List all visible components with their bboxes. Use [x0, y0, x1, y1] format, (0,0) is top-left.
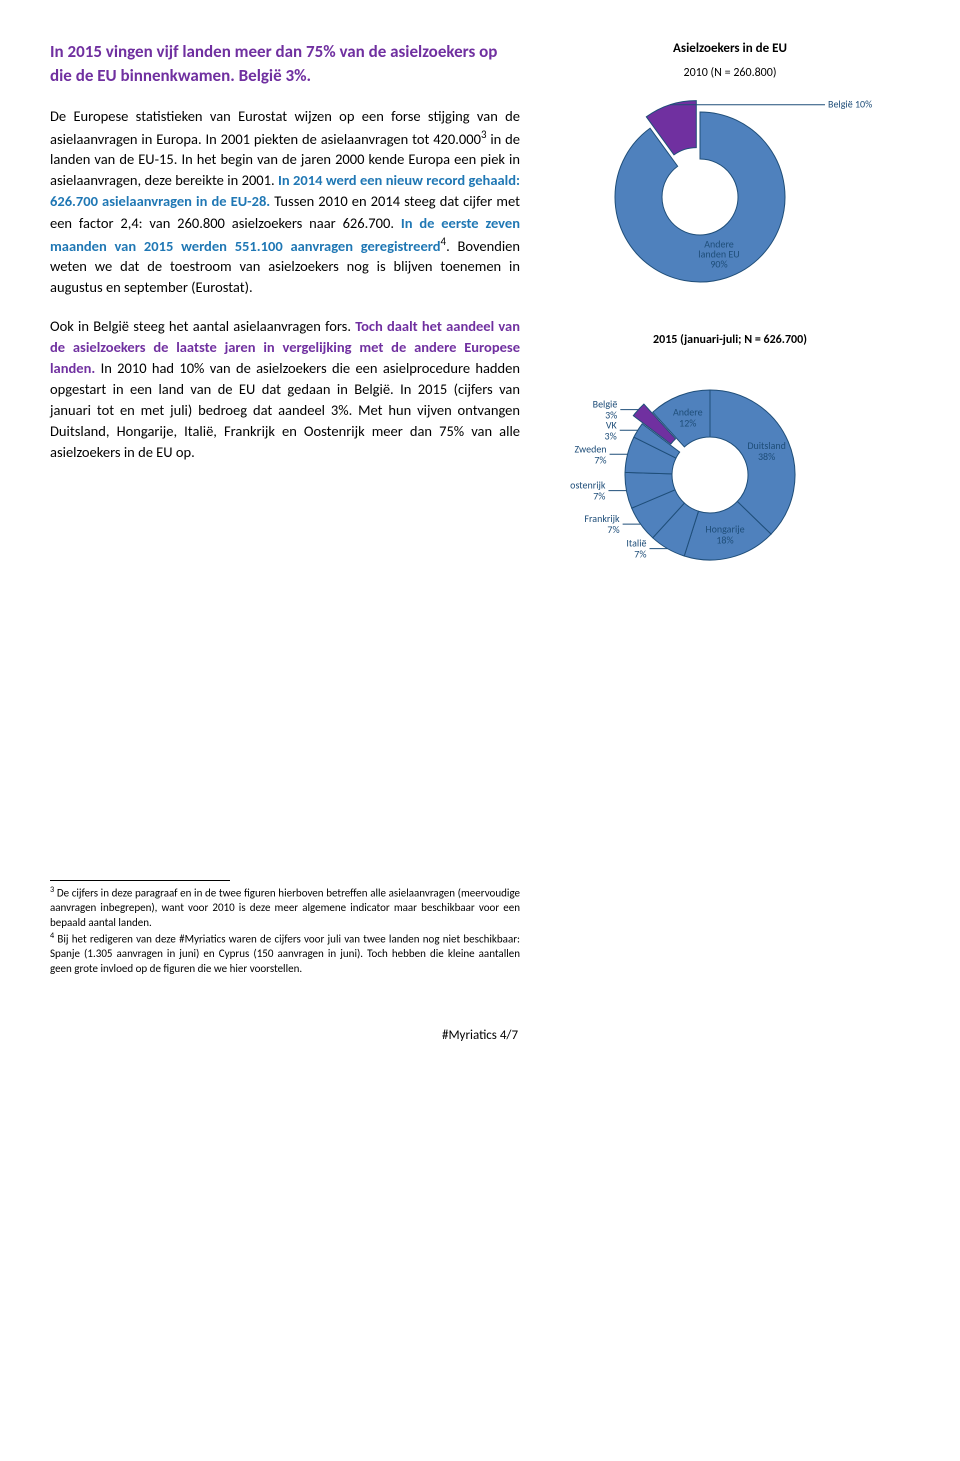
- svg-text:3%: 3%: [605, 408, 617, 421]
- p1-text-a: De Europese statistieken van Eurostat wi…: [50, 107, 520, 148]
- svg-text:7%: 7%: [607, 523, 619, 536]
- donut-chart-1: Anderelanden EU90%België 10%: [550, 92, 910, 302]
- footnotes: 3 De cijfers in deze paragraaf en in de …: [50, 885, 520, 977]
- svg-text:18%: 18%: [716, 533, 733, 546]
- svg-text:12%: 12%: [679, 416, 696, 429]
- fn4-text: Bij het redigeren van deze #Myriatics wa…: [50, 932, 520, 975]
- footnote-3: 3 De cijfers in deze paragraaf en in de …: [50, 885, 520, 931]
- footnote-rule: [50, 880, 230, 881]
- footnote-4: 4 Bij het redigeren van deze #Myriatics …: [50, 931, 520, 977]
- section-heading: In 2015 vingen vijf landen meer dan 75% …: [50, 40, 520, 88]
- chart-main-title: Asielzoekers in de EU: [550, 40, 910, 59]
- p2-text-a: Ook in België steeg het aantal asielaanv…: [50, 317, 355, 335]
- svg-text:7%: 7%: [594, 453, 606, 466]
- svg-text:7%: 7%: [634, 547, 646, 560]
- donut-svg-2: Duitsland38%Hongarije18%Italië7%Frankrij…: [570, 360, 890, 590]
- page-footer: #Myriatics 4/7: [50, 1027, 910, 1046]
- main-columns: In 2015 vingen vijf landen meer dan 75% …: [50, 40, 910, 620]
- donut-chart-2: Duitsland38%Hongarije18%Italië7%Frankrij…: [550, 360, 910, 590]
- svg-text:38%: 38%: [758, 450, 775, 463]
- chart-column: Asielzoekers in de EU 2010 (N = 260.800)…: [550, 40, 910, 620]
- donut-svg-1: Anderelanden EU90%België 10%: [580, 92, 880, 302]
- chart1-subtitle: 2010 (N = 260.800): [550, 65, 910, 82]
- svg-text:90%: 90%: [710, 258, 727, 271]
- svg-text:3%: 3%: [605, 429, 617, 442]
- chart2-subtitle: 2015 (januari-juli; N = 626.700): [550, 332, 910, 349]
- svg-text:België 10%: België 10%: [828, 98, 872, 111]
- fn3-text: De cijfers in deze paragraaf en in de tw…: [50, 886, 520, 929]
- p2-text-b: In 2010 had 10% van de asielzoekers die …: [50, 359, 520, 461]
- text-column: In 2015 vingen vijf landen meer dan 75% …: [50, 40, 520, 620]
- paragraph-2: Ook in België steeg het aantal asielaanv…: [50, 316, 520, 463]
- paragraph-1: De Europese statistieken van Eurostat wi…: [50, 106, 520, 299]
- svg-text:7%: 7%: [593, 489, 605, 502]
